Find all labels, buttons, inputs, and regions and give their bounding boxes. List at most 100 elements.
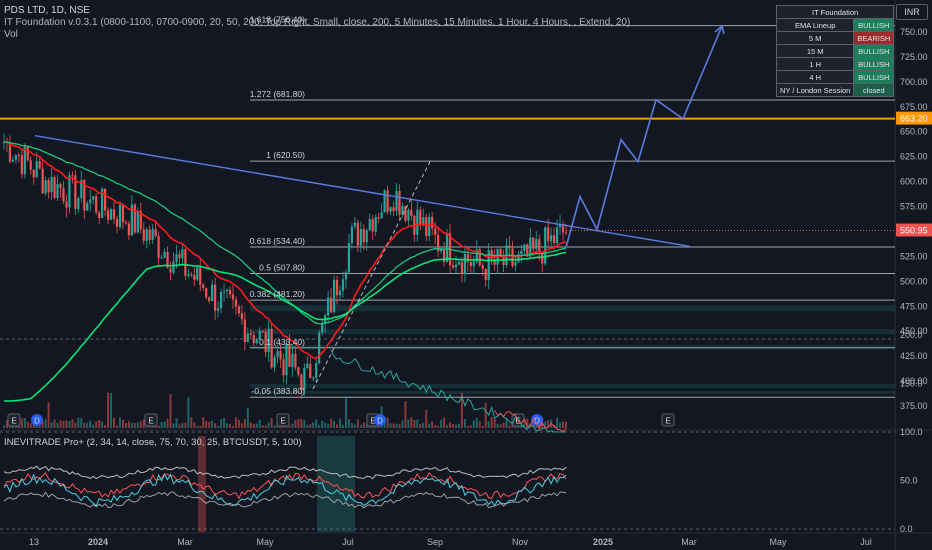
candle	[157, 235, 160, 259]
candle	[422, 217, 425, 225]
level-badge-text: 663.20	[900, 114, 928, 124]
candle	[68, 175, 71, 208]
candle	[187, 274, 190, 276]
candle	[104, 188, 107, 211]
candle	[416, 209, 419, 235]
candle	[306, 363, 309, 368]
candle	[205, 287, 208, 298]
volume-bar	[220, 419, 223, 428]
candle	[190, 274, 193, 276]
volume-bar	[511, 424, 514, 428]
osc-red-line	[3, 471, 567, 500]
volume-bar	[26, 421, 29, 428]
fib-label: 0.382 (481.20)	[250, 289, 305, 299]
candle	[377, 217, 380, 219]
candle	[359, 229, 362, 246]
candle	[550, 235, 553, 242]
candle	[44, 180, 47, 194]
candle	[288, 343, 291, 367]
candle	[216, 308, 220, 311]
volume-bar	[562, 421, 565, 428]
fib-label: 0.618 (534.40)	[250, 236, 305, 246]
candle	[493, 258, 496, 265]
price-tick: 625.00	[900, 152, 928, 162]
volume-bar	[44, 419, 47, 428]
time-tick: Mar	[177, 537, 193, 547]
ema-200-line	[4, 251, 567, 402]
candle	[309, 363, 312, 379]
candle	[130, 204, 133, 236]
candle	[62, 188, 65, 202]
candle	[395, 190, 398, 212]
volume-bar	[395, 423, 398, 428]
candle	[535, 239, 538, 249]
candle	[362, 229, 365, 243]
candle	[196, 267, 199, 280]
volume-label[interactable]: Vol	[4, 29, 18, 40]
candle	[211, 284, 214, 302]
candle	[460, 261, 464, 275]
candle	[258, 330, 261, 340]
volume-bar	[127, 421, 130, 428]
table-row-status: closed	[853, 83, 895, 97]
volume-bar	[118, 417, 121, 428]
candle	[547, 227, 550, 242]
trendline	[34, 135, 691, 248]
candle	[561, 224, 565, 233]
volume-bar	[267, 422, 270, 428]
volume-bar	[243, 419, 246, 428]
candle	[383, 190, 386, 213]
time-tick: Sep	[427, 537, 443, 547]
volume-bar	[416, 419, 419, 428]
volume-bar	[404, 401, 407, 428]
candle	[300, 374, 303, 391]
dividend-marker	[31, 414, 43, 426]
candle	[532, 237, 535, 249]
volume-bar	[205, 420, 208, 428]
fib-label: 0.1 (433.40)	[259, 337, 305, 347]
candle	[163, 251, 166, 258]
candle	[407, 210, 410, 221]
candle	[341, 279, 345, 291]
volume-bar	[110, 393, 113, 428]
projection-path	[565, 25, 723, 248]
candle	[273, 356, 276, 368]
volume-bar	[484, 402, 487, 428]
event-marker-label: E	[11, 417, 16, 426]
candle	[142, 229, 145, 241]
candle	[106, 210, 110, 220]
indicator-title[interactable]: IT Foundation v.0.3.1 (0800-1100, 0700-0…	[4, 17, 631, 28]
fib-anchor-line	[312, 161, 431, 390]
volume-bar	[77, 417, 80, 428]
candle	[101, 188, 104, 219]
volume-bar	[56, 422, 59, 428]
volume-bar	[133, 423, 136, 428]
dividend-marker	[374, 414, 386, 426]
candle	[553, 235, 556, 244]
price-tick: 750.00	[900, 27, 928, 37]
volume-bar	[318, 424, 321, 428]
indicator-panel-label[interactable]: INEVITRADE Pro+ (2, 34, 14, close, 75, 7…	[4, 437, 302, 448]
volume-bar	[526, 418, 529, 428]
candle	[457, 261, 461, 265]
volume-bar	[211, 420, 214, 428]
volume-bar	[80, 418, 83, 428]
candle	[133, 204, 136, 233]
volume-bar	[240, 423, 243, 428]
candle	[365, 230, 368, 243]
volume-bar	[454, 424, 457, 428]
zone-band	[250, 345, 895, 350]
candle	[202, 284, 205, 288]
price-badge-text: 550.95	[900, 226, 928, 236]
currency-button[interactable]: INR	[896, 4, 928, 20]
candle	[231, 294, 235, 300]
candle	[413, 215, 416, 235]
volume-bar	[365, 423, 368, 428]
volume-bar	[124, 423, 127, 428]
osc-tick: 50.0	[900, 476, 918, 486]
time-tick: 13	[29, 537, 39, 547]
candle	[225, 289, 229, 292]
candle	[59, 184, 62, 189]
volume-bar	[428, 423, 431, 428]
